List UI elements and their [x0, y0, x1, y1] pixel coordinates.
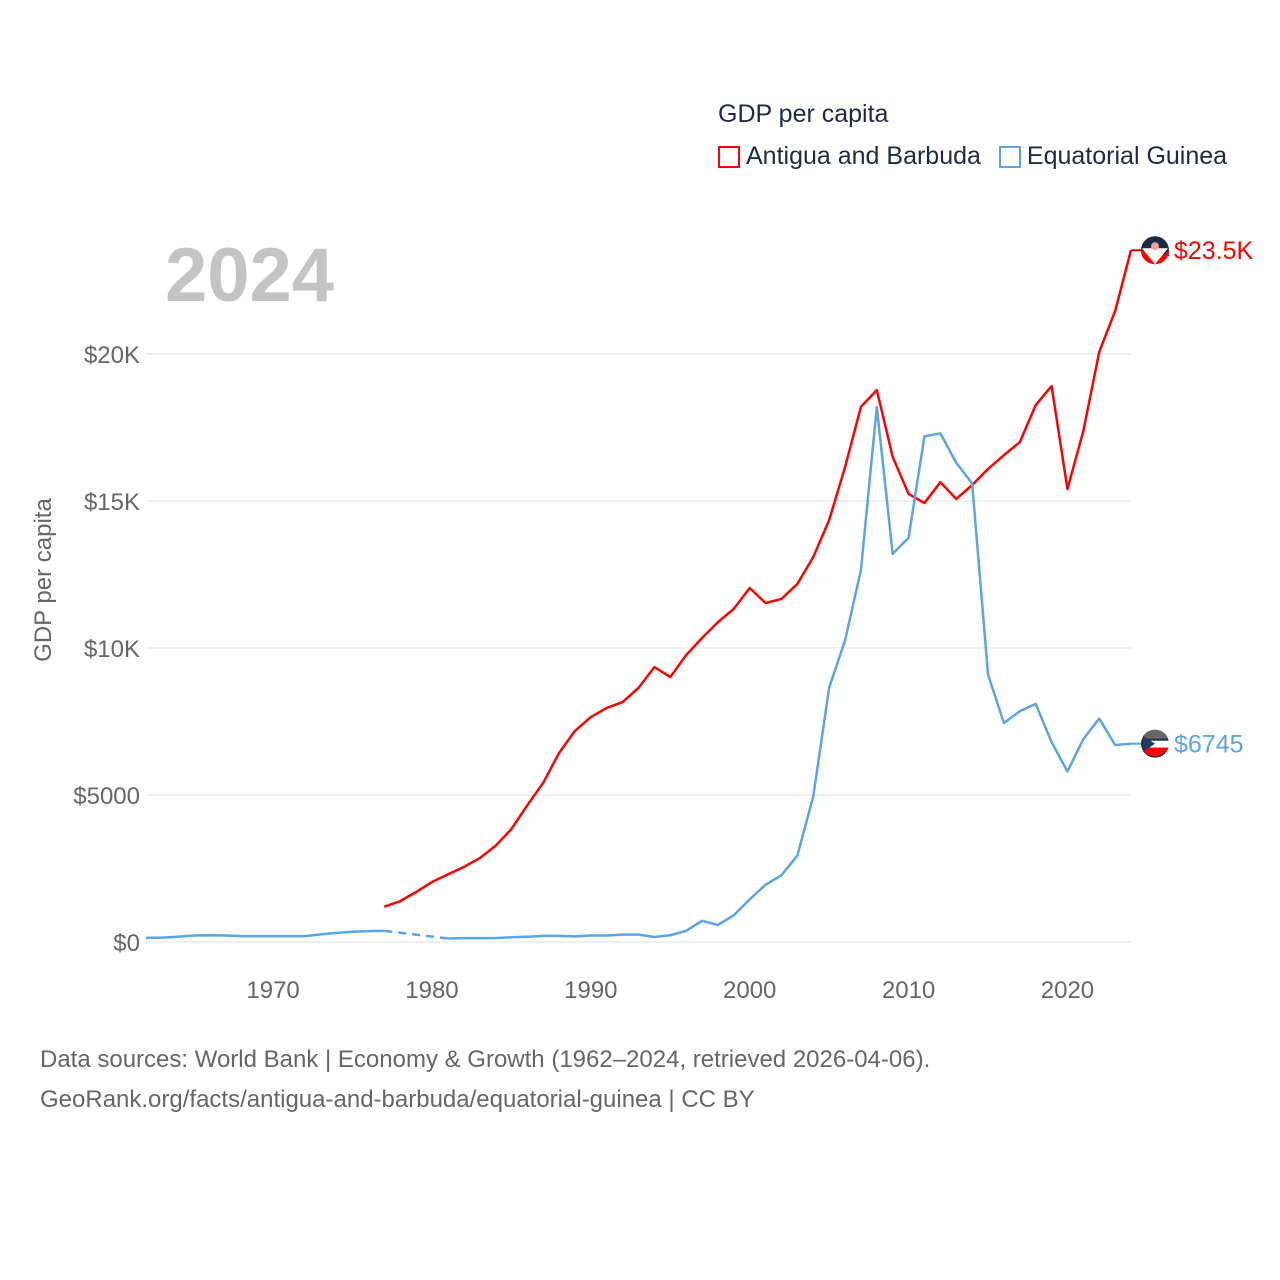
legend-swatch — [998, 145, 1021, 168]
y-axis-label: GDP per capita — [30, 498, 57, 662]
x-tick-label: 1970 — [246, 977, 299, 1004]
y-tick-label: $5000 — [73, 783, 140, 810]
end-value-label: $23.5K — [1174, 237, 1254, 265]
flag-part — [1142, 248, 1168, 265]
legend-item-equatorial-guinea[interactable]: Equatorial Guinea — [998, 142, 1228, 171]
legend-label: Antigua and Barbuda — [746, 142, 981, 170]
x-tick-label: 2000 — [723, 977, 776, 1004]
footer-sources: Data sources: World Bank | Economy & Gro… — [40, 1046, 931, 1073]
legend-label: Equatorial Guinea — [1026, 142, 1228, 170]
y-tick-label: $15K — [84, 489, 140, 516]
legend-title: GDP per capita — [718, 100, 889, 128]
end-value-label: $6745 — [1174, 731, 1244, 759]
flag-part — [1143, 735, 1155, 752]
year-label: 2024 — [165, 233, 335, 318]
flag-sun — [1151, 242, 1159, 251]
series-line-1 — [447, 405, 1132, 940]
x-tick-label: 2010 — [882, 977, 935, 1004]
flag-part — [1155, 250, 1169, 265]
flag-part — [1143, 740, 1169, 748]
x-tick-label: 2020 — [1041, 977, 1094, 1004]
y-tick-label: $10K — [84, 636, 140, 663]
flag-part — [1142, 747, 1168, 757]
series-line-0 — [383, 249, 1133, 908]
legend: Antigua and Barbuda Equatorial Guinea — [718, 142, 1227, 171]
gap-segment — [384, 929, 449, 940]
legend-item-antigua[interactable]: Antigua and Barbuda — [718, 142, 981, 171]
x-tick-label: 1980 — [405, 977, 458, 1004]
flag-part — [1142, 729, 1168, 739]
flag-part — [1141, 250, 1155, 265]
y-tick-label: $20K — [84, 342, 140, 369]
y-tick-label: $0 — [113, 930, 140, 957]
x-tick-label: 1990 — [564, 977, 617, 1004]
legend-swatch — [718, 145, 740, 168]
series-line-1 — [145, 929, 385, 940]
footer-url: GeoRank.org/facts/antigua-and-barbuda/eq… — [40, 1086, 755, 1113]
